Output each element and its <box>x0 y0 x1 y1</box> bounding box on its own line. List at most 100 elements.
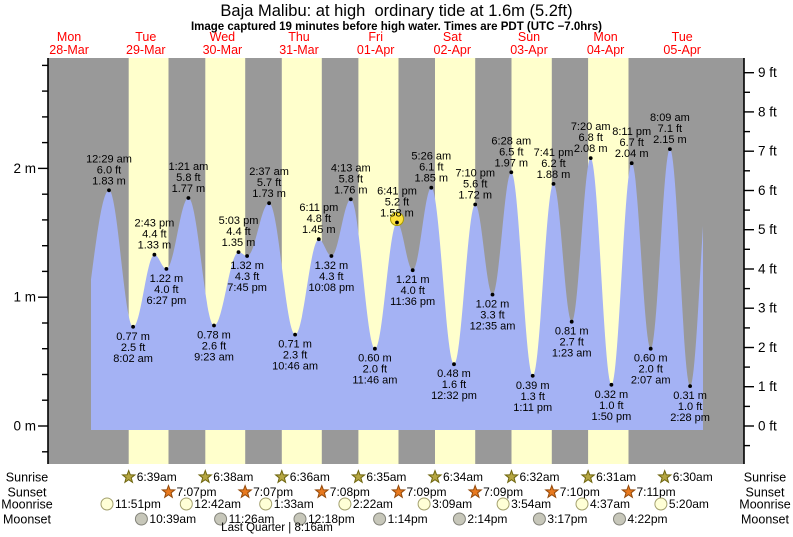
almanac-row-label-right-sunrise: Sunrise <box>744 471 786 485</box>
moonset-circle-icon <box>214 512 228 526</box>
moonrise-circle-icon <box>100 497 114 511</box>
tide-annotation-m: 2.04 m <box>615 148 649 160</box>
sunrise-star-icon <box>580 469 596 484</box>
tide-annotation-ft: 4.4 ft <box>142 229 166 241</box>
tide-annotation-m: 1.45 m <box>302 224 336 236</box>
tide-point-dot <box>373 346 377 351</box>
day-label-date: 05-Apr <box>663 43 701 57</box>
tide-point-dot <box>530 373 535 378</box>
almanac-time-label: 7:07pm <box>177 485 217 499</box>
day-label-date: 31-Mar <box>279 43 319 57</box>
right-axis-label: 1 ft <box>758 379 777 394</box>
tide-annotation-time: 12:29 am <box>86 153 132 165</box>
almanac-time-label: 7:10pm <box>560 485 600 499</box>
tide-annotation-ft: 2.7 ft <box>559 337 583 349</box>
tide-annotation-m: 0.39 m <box>516 380 550 392</box>
day-label-weekday: Fri <box>368 30 383 44</box>
tide-annotation-ft: 6.0 ft <box>97 164 121 176</box>
tide-annotation-m: 1.77 m <box>172 183 206 195</box>
moon-phase-note: Last Quarter | 8:16am <box>221 522 333 534</box>
day-label-weekday: Sat <box>443 30 462 44</box>
almanac-row-label-left-moonset: Moonset <box>3 513 51 527</box>
chart-title: Baja Malibu: at high ordinary tide at 1.… <box>220 2 573 20</box>
tide-annotation-time: 1:11 pm <box>513 402 552 414</box>
day-label-weekday: Wed <box>210 30 236 44</box>
day-label-weekday: Mon <box>57 30 81 44</box>
right-axis-label: 2 ft <box>758 340 777 355</box>
almanac-time-label: 3:09am <box>432 497 472 511</box>
tide-annotation-ft: 1.6 ft <box>442 379 466 391</box>
tide-annotation-ft: 6.2 ft <box>541 158 565 170</box>
day-label-weekday: Thu <box>288 30 310 44</box>
tide-annotation-m: 0.48 m <box>437 368 471 380</box>
almanac-row-label-right-moonrise: Moonrise <box>739 498 790 512</box>
tide-annotation-ft: 4.3 ft <box>319 271 343 283</box>
almanac-row-label-left-moonrise: Moonrise <box>1 498 52 512</box>
tide-annotation-time: 6:41 pm <box>377 186 417 198</box>
moonset-circle-icon <box>373 512 387 526</box>
right-axis-label: 6 ft <box>758 183 777 198</box>
tide-annotation-m: 0.31 m <box>673 390 707 402</box>
tide-annotation-ft: 7.1 ft <box>658 123 682 135</box>
tide-annotation-time: 5:26 am <box>411 151 451 163</box>
tide-annotation-time: 2:28 pm <box>670 412 710 424</box>
tide-annotation-m: 1.83 m <box>92 175 126 187</box>
tide-annotation-ft: 1.3 ft <box>520 391 544 403</box>
moonrise-circle-icon <box>575 497 589 511</box>
tide-point-dot <box>588 156 593 161</box>
tide-annotation-m: 1.35 m <box>222 237 256 249</box>
almanac-time-label: 3:17pm <box>547 512 587 526</box>
tide-point-dot <box>293 332 297 337</box>
tide-annotation-ft: 3.3 ft <box>480 310 504 322</box>
tide-annotation-time: 8:02 am <box>113 353 153 365</box>
right-axis-label: 4 ft <box>758 262 777 277</box>
tide-annotation-m: 1.97 m <box>494 157 528 169</box>
sunrise-star-icon <box>350 469 367 484</box>
tide-annotation-ft: 4.0 ft <box>154 284 178 296</box>
tide-point-dot <box>152 252 157 257</box>
almanac-time-label: 4:22pm <box>628 512 668 526</box>
tide-point-dot <box>236 250 241 255</box>
tide-annotation-time: 2:43 pm <box>135 218 175 230</box>
moonrise-circle-icon <box>338 497 352 511</box>
tide-annotation-m: 1.32 m <box>230 260 264 272</box>
almanac-time-label: 10:39am <box>149 512 196 526</box>
almanac-row-label-right-moonset: Moonset <box>741 513 789 527</box>
tide-annotation-m: 0.81 m <box>555 326 589 338</box>
tide-point-dot <box>164 267 169 271</box>
tide-annotation-m: 2.08 m <box>574 143 608 155</box>
tide-annotation-ft: 4.4 ft <box>226 226 250 238</box>
sunset-star-icon <box>314 484 330 499</box>
tide-annotation-ft: 5.2 ft <box>385 197 409 209</box>
tide-point-dot <box>348 197 353 202</box>
left-axis-label: 0 m <box>13 419 36 434</box>
moonrise-circle-icon <box>179 497 193 511</box>
tide-point-dot <box>569 319 574 324</box>
tide-point-dot <box>410 268 415 273</box>
tide-annotation-time: 7:41 pm <box>534 147 574 159</box>
tide-annotation-time: 11:46 am <box>352 375 397 387</box>
tide-annotation-m: 1.73 m <box>252 188 286 200</box>
tide-annotation-time: 7:10 pm <box>455 168 495 180</box>
sunset-star-icon <box>160 484 177 499</box>
tide-annotation-ft: 6.7 ft <box>619 137 643 149</box>
tide-point-dot <box>107 188 111 193</box>
almanac-time-label: 11:26am <box>229 512 275 526</box>
almanac-time-label: 12:42am <box>194 497 241 511</box>
tide-point-dot <box>668 147 672 152</box>
almanac-time-label: 1:14pm <box>388 512 428 526</box>
tide-annotation-m: 0.78 m <box>197 330 231 342</box>
tide-point-dot <box>688 384 692 388</box>
sunset-star-icon <box>390 484 407 499</box>
almanac-time-label: 6:31am <box>596 470 636 484</box>
chart-subtitle: Image captured 19 minutes before high wa… <box>190 21 603 33</box>
almanac-time-label: 7:08pm <box>330 485 370 499</box>
tide-annotation-m: 1.85 m <box>414 173 448 185</box>
tide-annotation-ft: 5.6 ft <box>463 179 487 191</box>
almanac-time-label: 7:09pm <box>483 485 523 499</box>
tide-annotation-m: 1.76 m <box>334 184 368 196</box>
tide-point-dot <box>648 346 653 351</box>
moonset-circle-icon <box>293 512 307 526</box>
tide-point-dot <box>609 382 614 387</box>
